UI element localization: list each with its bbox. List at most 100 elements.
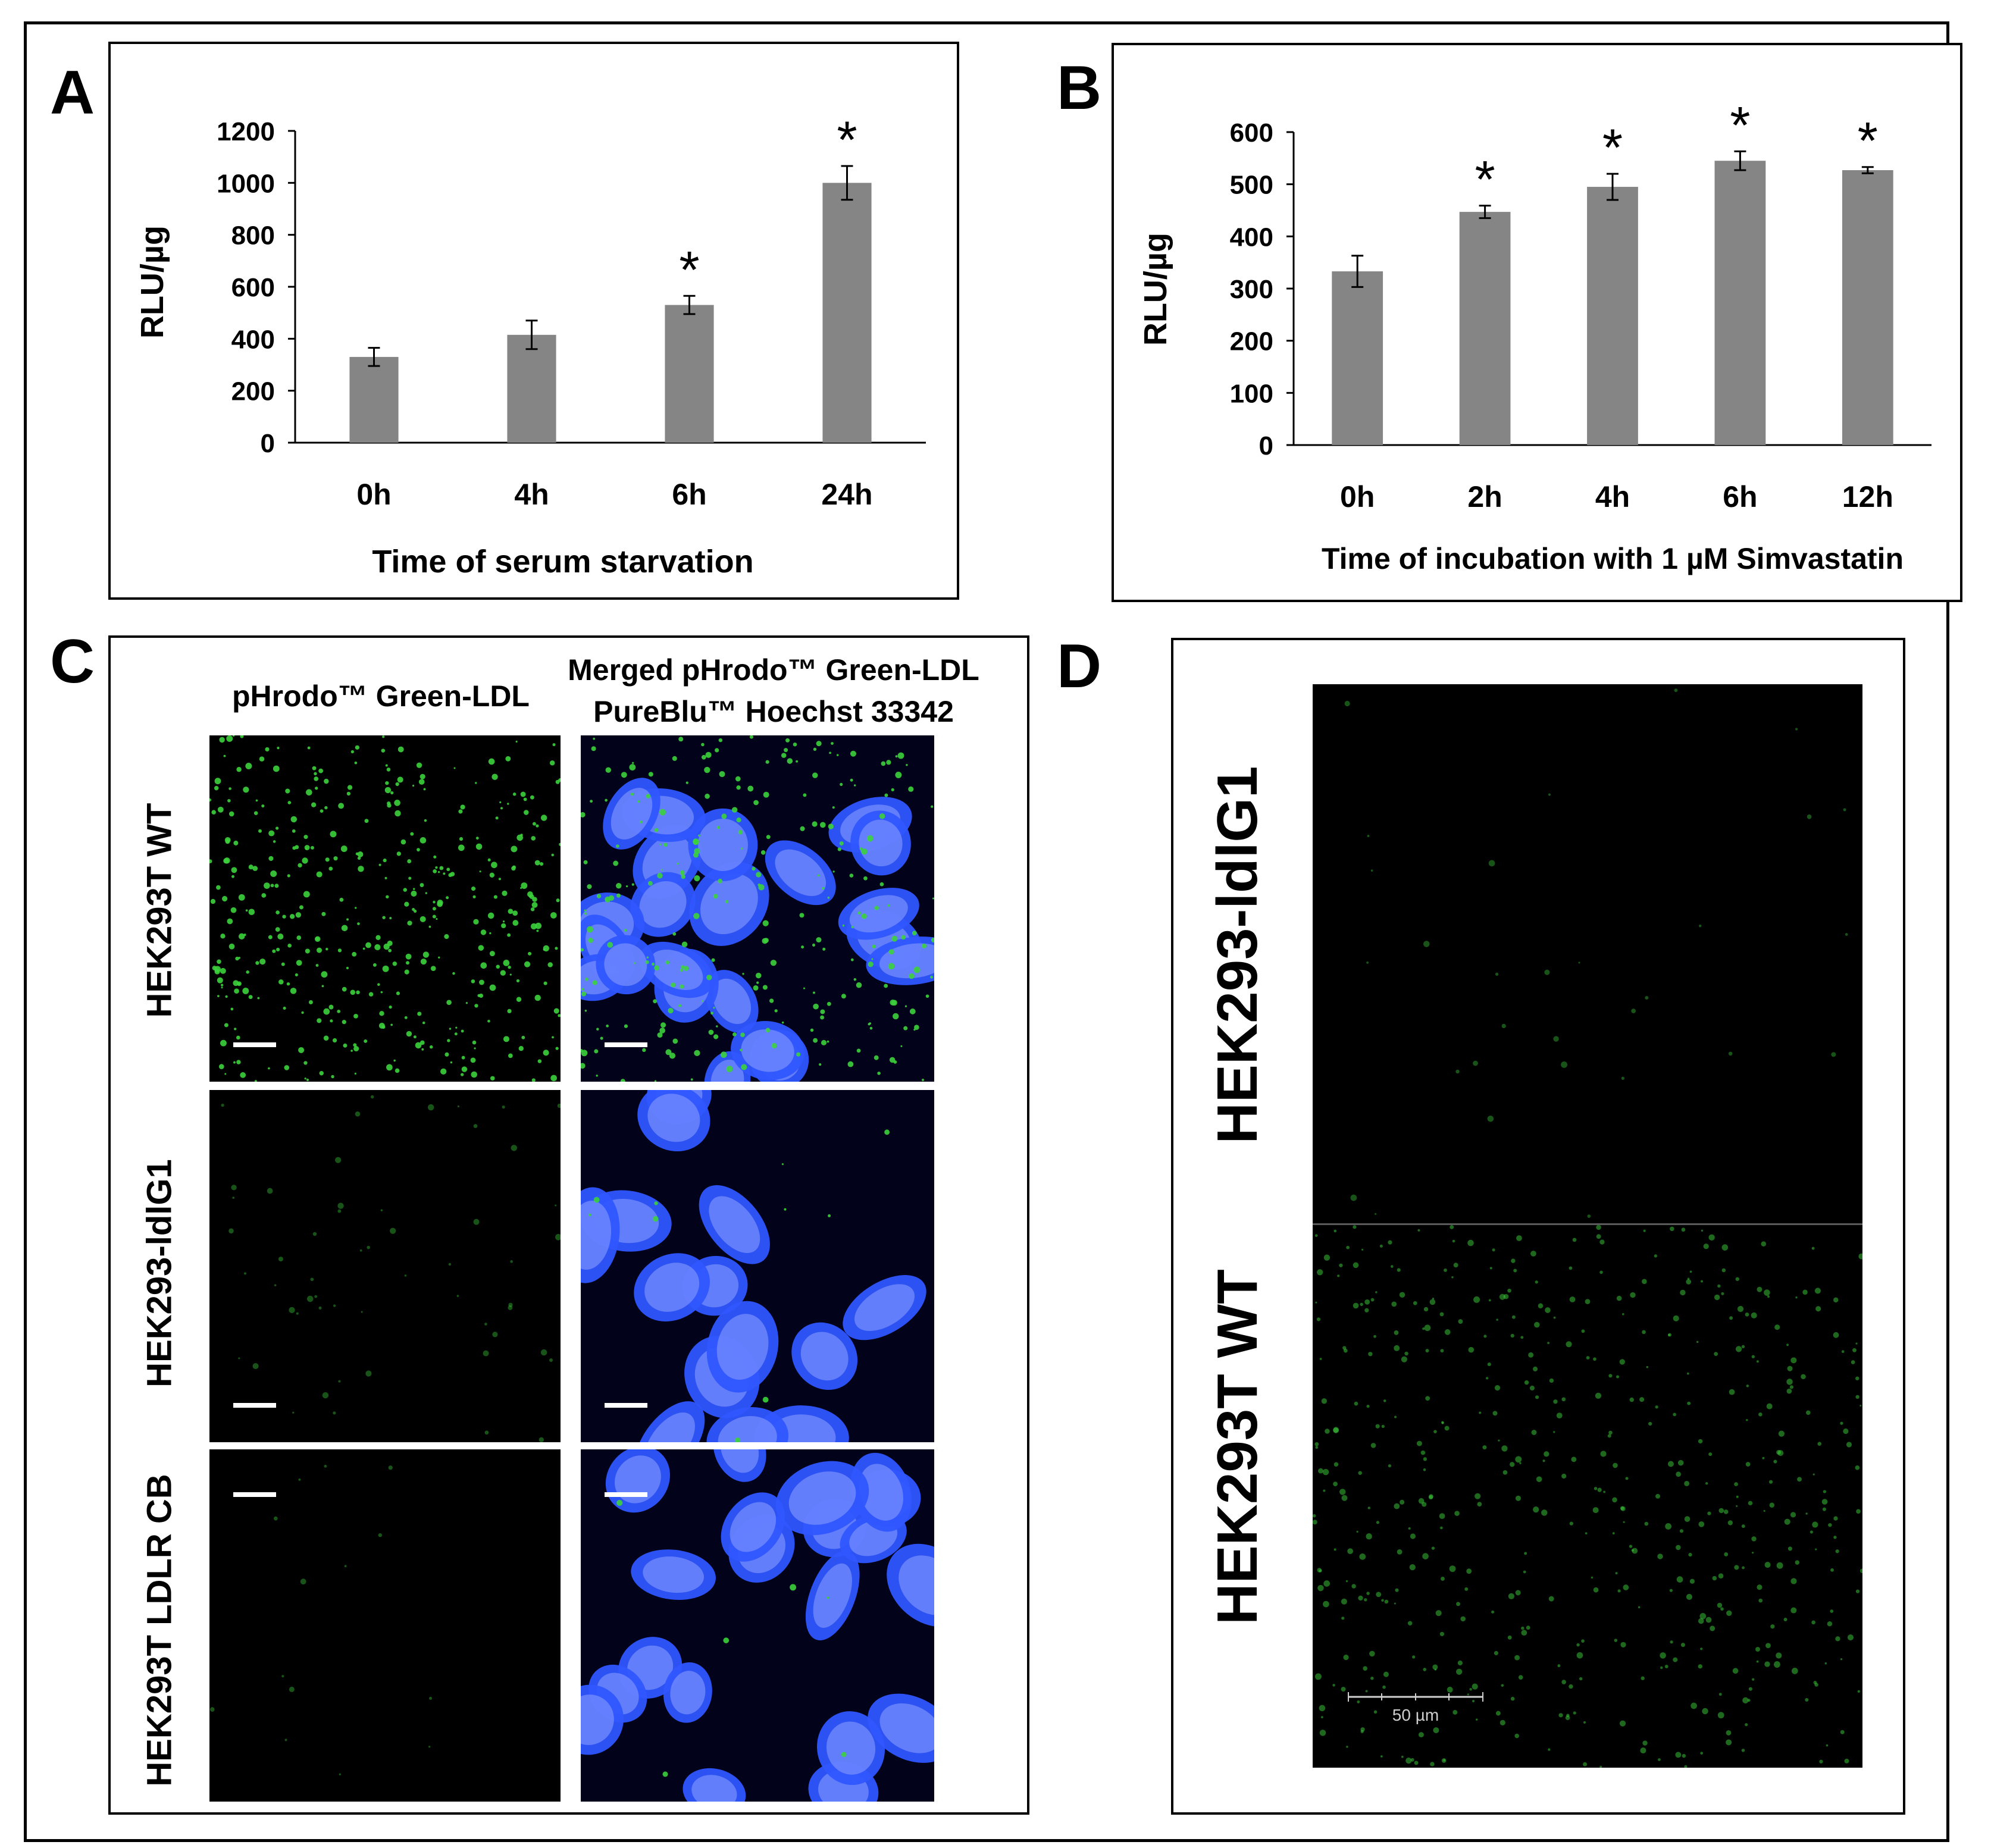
micrograph-d-wt-svg-green-dot: [1641, 1676, 1645, 1680]
micrograph-wt-merged-svg-green-dot: [648, 772, 653, 777]
micrograph-d-wt-svg-green-dot: [1531, 1430, 1537, 1435]
micrograph-ldlg1-green-svg-green-dot: [484, 1430, 489, 1435]
micrograph-d-wt-svg-green-dot: [1599, 1765, 1602, 1768]
micrograph-d-wt-svg-green-dot: [1533, 1506, 1539, 1513]
micrograph-wt-green-svg-green-dot: [534, 994, 541, 1001]
micrograph-d-wt-svg-green-dot: [1786, 1388, 1792, 1394]
micrograph-wt-green-svg-green-dot: [490, 1076, 495, 1081]
micrograph-wt-merged-svg-green-dot: [705, 793, 710, 799]
micrograph-d-wt-svg-green-dot: [1400, 1499, 1405, 1505]
micrograph-d-wt-svg-green-dot: [1591, 1576, 1594, 1579]
micrograph-d-wt-svg-green-dot: [1856, 1509, 1861, 1514]
micrograph-d-wt-svg-green-dot: [1764, 1289, 1770, 1296]
micrograph-wt-green-svg-green-dot: [221, 986, 223, 989]
micrograph-wt-green-svg-green-dot: [325, 857, 330, 862]
micrograph-d-wt-svg-green-dot: [1614, 1639, 1618, 1642]
micrograph-wt-green-svg-green-dot: [378, 863, 381, 866]
micrograph-d-wt-svg-green-dot: [1521, 1630, 1527, 1636]
micrograph-d-wt-svg-green-dot: [1317, 1568, 1322, 1573]
micrograph-ldlg1-green-svg-green-dot: [318, 1306, 322, 1310]
micrograph-wt-green-svg-green-dot: [530, 923, 537, 930]
micrograph-wt-green-svg-green-dot: [379, 1011, 384, 1016]
panel-a-frame: 0 200 400 600 800 1000 1200 0h 4h * 6h * 24h Time of …: [108, 42, 959, 600]
micrograph-wt-green-svg-green-dot: [421, 1048, 424, 1051]
micrograph-wt-merged-svg-green-dot: [694, 1050, 700, 1057]
micrograph-wt-green-svg-green-dot: [339, 897, 344, 902]
micrograph-ldlrcb-merged-svg-scale-bar: [605, 1492, 647, 1497]
micrograph-d-wt-svg-green-dot: [1441, 1758, 1447, 1763]
micrograph-wt-green-svg-green-dot: [444, 934, 449, 939]
micrograph-wt-merged-svg-green-dot: [904, 1005, 907, 1007]
micrograph-wt-merged-svg-green-dot: [653, 999, 658, 1004]
micrograph-wt-green-svg-green-dot: [459, 837, 464, 841]
micrograph-d-wt-svg-green-dot: [1494, 1385, 1501, 1391]
micrograph-wt-green-svg-green-dot: [355, 852, 359, 856]
micrograph-d-wt-svg-green-dot: [1441, 1421, 1444, 1424]
micrograph-d-wt-svg-green-dot: [1366, 1404, 1370, 1408]
micrograph-wt-green-svg-green-dot: [245, 762, 252, 769]
micrograph-ldlg1-green-svg-green-dot: [557, 1103, 561, 1108]
micrograph-d-wt-svg-green-dot: [1444, 1329, 1451, 1335]
micrograph-d-wt-svg-green-dot: [1422, 1502, 1427, 1507]
micrograph-d-wt-svg-green-dot: [1787, 1365, 1793, 1371]
micrograph-wt-green-svg-green-dot: [386, 1064, 393, 1071]
micrograph-d-wt-svg-green-dot: [1524, 1380, 1529, 1385]
micrograph-wt-green-svg-green-dot: [219, 737, 225, 743]
micrograph-wt-merged-svg-green-dot: [747, 785, 754, 792]
micrograph-d-wt-svg-green-dot: [1684, 1516, 1691, 1522]
micrograph-wt-green-svg-green-dot: [387, 801, 391, 806]
micrograph-d-wt-svg-green-dot: [1337, 1274, 1340, 1277]
micrograph-d-wt-svg-green-dot: [1347, 1548, 1353, 1555]
micrograph-d-wt-svg-green-dot: [1723, 1509, 1729, 1514]
micrograph-wt-green-svg-green-dot: [460, 804, 465, 810]
micrograph-d-wt-svg-green-dot: [1698, 1521, 1705, 1527]
chart-b-bar: [1842, 170, 1893, 445]
micrograph-wt-green-svg-green-dot: [382, 965, 389, 972]
micrograph-wt-merged-svg-green-dot: [863, 876, 868, 881]
micrograph-d-wt-svg-green-dot: [1720, 1607, 1724, 1611]
micrograph-wt-green-svg-green-dot: [298, 863, 302, 868]
micrograph-d-wt-svg-green-dot: [1607, 1434, 1611, 1438]
micrograph-wt-merged-svg-green-dot: [659, 809, 666, 816]
micrograph-d-wt-svg-green-dot: [1583, 1721, 1586, 1724]
micrograph-wt-merged-svg-green-dot: [781, 753, 787, 758]
micrograph-ldlrcb-merged-svg-nucleus-core: [813, 1563, 852, 1628]
micrograph-d-wt-svg-green-dot: [1790, 1357, 1797, 1364]
micrograph-d-wt-svg-green-dot: [1556, 1412, 1563, 1419]
micrograph-wt-merged-svg-green-dot: [869, 1026, 873, 1030]
micrograph-wt-merged-svg-green-dot: [888, 963, 895, 970]
micrograph-wt-green-svg-green-dot: [342, 986, 347, 992]
micrograph-d-wt-svg-green-dot: [1757, 1584, 1763, 1590]
micrograph-wt-green-svg-green-dot: [461, 1029, 464, 1033]
micrograph-d-wt-svg-green-dot: [1511, 1315, 1516, 1319]
micrograph-ldlg1-merged-svg-nucleus-core: [709, 1196, 760, 1254]
micrograph-d-wt-svg-green-dot: [1736, 1505, 1738, 1507]
micrograph-d-wt-svg-green-dot: [1492, 1248, 1495, 1252]
micrograph-wt-green-svg-green-dot: [383, 943, 390, 950]
micrograph-d-wt-svg-green-dot: [1401, 1356, 1407, 1362]
micrograph-wt-merged-svg-green-dot: [581, 988, 584, 991]
micrograph-d-wt-svg-green-dot: [1789, 1385, 1793, 1389]
micrograph-d-wt-svg-green-dot: [1325, 1429, 1330, 1434]
micrograph-wt-merged-svg-green-dot: [839, 841, 844, 846]
column-title-merged-line1: Merged pHrodo™ Green-LDL: [568, 653, 979, 687]
micrograph-d-wt-svg-green-dot: [1726, 1610, 1732, 1617]
micrograph-wt-green-svg-green-dot: [233, 1061, 236, 1064]
micrograph-d-wt-svg-green-dot: [1847, 1634, 1854, 1641]
micrograph-wt-green-svg-green-dot: [354, 761, 358, 765]
micrograph-ldlrcb-merged-svg-nucleus-core: [730, 1502, 777, 1552]
micrograph-d-wt-svg-green-dot: [1840, 1421, 1843, 1425]
micrograph-ldlg1-green-svg-green-dot: [484, 1323, 487, 1326]
micrograph-ldlg1-merged: [581, 1090, 934, 1442]
micrograph-wt-green-svg-green-dot: [479, 979, 484, 985]
micrograph-d-wt-svg-green-dot: [1318, 1468, 1323, 1474]
micrograph-d-wt-svg-green-dot: [1383, 1671, 1389, 1677]
micrograph-d-wt-svg-green-dot: [1745, 1313, 1749, 1317]
micrograph-wt-merged-svg-green-dot: [822, 947, 826, 951]
micrograph-wt-merged-svg-green-dot: [897, 752, 904, 759]
micrograph-wt-green-svg-green-dot: [314, 776, 319, 781]
micrograph-ldlrcb-merged-svg-green-dot: [662, 1771, 668, 1777]
micrograph-d-wt-svg-green-dot: [1511, 1258, 1516, 1263]
micrograph-wt-merged-svg-green-dot: [787, 758, 793, 764]
micrograph-wt-merged-svg-green-dot: [831, 742, 834, 745]
